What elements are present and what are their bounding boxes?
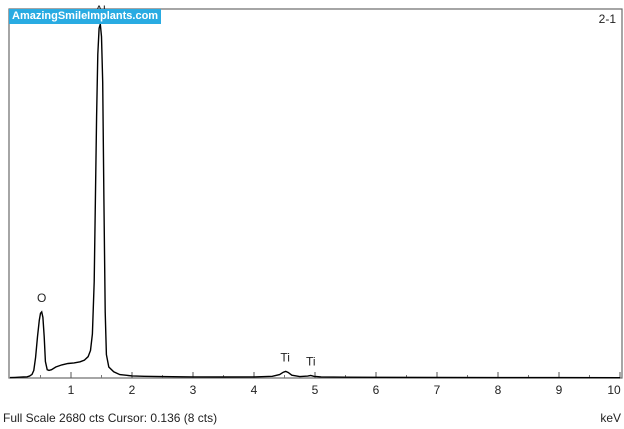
peak-label-ti2: Ti <box>306 355 316 369</box>
peak-labels: OAlTiTi <box>37 3 315 368</box>
x-tick-label: 6 <box>373 383 380 397</box>
status-bar-text: Full Scale 2680 cts Cursor: 0.136 (8 cts… <box>3 411 218 425</box>
plot-frame <box>8 8 623 379</box>
peak-label-o: O <box>37 291 46 305</box>
watermark-logo: AmazingSmileImplants.com <box>9 9 162 24</box>
x-tick-label: 1 <box>68 383 75 397</box>
x-tick-label: 7 <box>434 383 441 397</box>
x-tick-label: 3 <box>190 383 197 397</box>
spectrum-id-label: 2-1 <box>598 12 616 26</box>
peak-label-ti1: Ti <box>280 350 290 364</box>
x-axis-unit-label: keV <box>600 411 621 425</box>
x-tick-label: 4 <box>251 383 258 397</box>
x-tick-label: 9 <box>556 383 563 397</box>
x-tick-label: 8 <box>495 383 502 397</box>
x-tick-label: 2 <box>129 383 136 397</box>
spectrum-line <box>9 23 621 379</box>
x-tick-label: 10 <box>607 383 621 397</box>
x-tick-label: 5 <box>312 383 319 397</box>
